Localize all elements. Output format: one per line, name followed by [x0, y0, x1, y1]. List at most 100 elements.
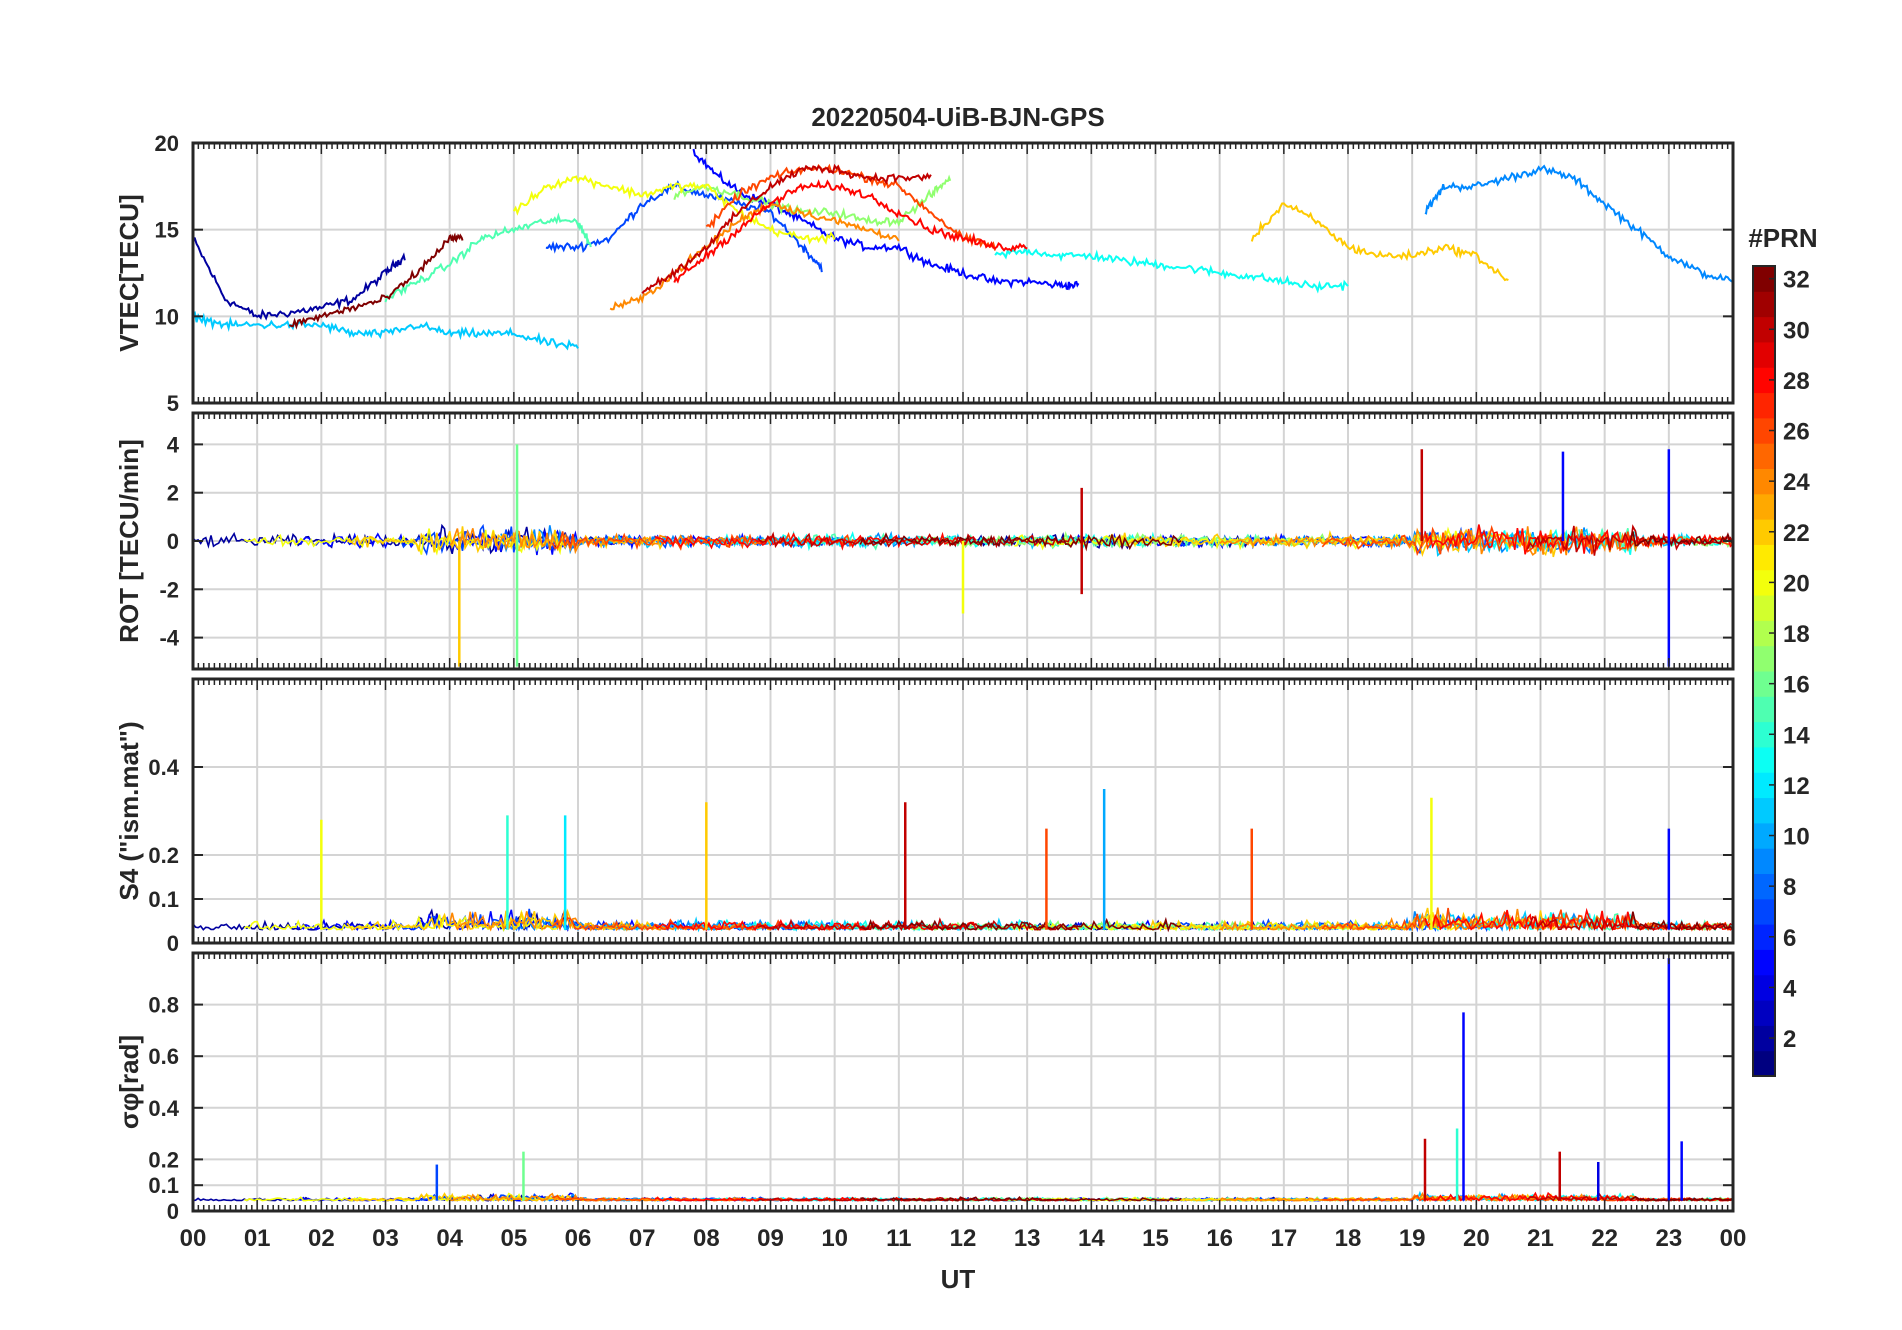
colorbar-segment [1753, 974, 1775, 1001]
vtec-line-prn-11 [193, 311, 579, 351]
xtick-label: 10 [821, 1225, 848, 1252]
colorbar-segment [1753, 772, 1775, 799]
vtec-line-prn-20 [512, 174, 836, 245]
rot-ytick-label: 2 [167, 481, 179, 506]
s4-minor-ticks [192, 679, 1734, 943]
xtick-label: 13 [1014, 1225, 1041, 1252]
rot-series [193, 444, 1733, 667]
xtick-label: 15 [1142, 1225, 1169, 1252]
colorbar-segment [1753, 1000, 1775, 1026]
s4-series [193, 789, 1733, 933]
colorbar-tick-label: 22 [1783, 520, 1810, 547]
s4-ytick-label: 0 [167, 931, 179, 956]
xtick-label: 03 [372, 1225, 399, 1252]
xtick-label: 08 [693, 1225, 720, 1252]
s4-ytick-label: 0.1 [148, 887, 179, 912]
vtec-ytick-label: 10 [155, 304, 179, 329]
colorbar-tick-label: 24 [1783, 469, 1810, 496]
sigma-ytick-label: 0.1 [148, 1173, 179, 1198]
colorbar-segment [1753, 569, 1775, 596]
s4-ytick-label: 0.4 [148, 755, 179, 780]
colorbar-segment [1753, 519, 1775, 545]
x-axis-label: UT [941, 1264, 976, 1294]
colorbar-tick-label: 10 [1783, 824, 1810, 851]
colorbar-segment [1753, 544, 1775, 571]
rot-line-prn-26 [551, 531, 874, 551]
vtec-line-prn-15 [384, 212, 592, 303]
xtick-label: 17 [1270, 1225, 1297, 1252]
rot-ytick-label: 0 [167, 529, 179, 554]
colorbar-segment [1753, 696, 1775, 723]
colorbar-segment [1753, 493, 1775, 520]
sigma-phi-panel: 00.10.2 0.4 0.6 0.8σφ[rad] [114, 951, 1735, 1224]
s4-ylabel: S4 ("ism.mat") [114, 721, 144, 900]
colorbar-segment [1753, 873, 1775, 900]
colorbar-segment [1753, 417, 1775, 444]
colorbar-segment [1753, 266, 1775, 292]
vtec-line-prn-2 [193, 237, 406, 321]
s4-line-prn-32 [1629, 911, 1733, 931]
colorbar-segment [1753, 468, 1775, 495]
xtick-label: 16 [1206, 1225, 1233, 1252]
rot-line-prn-22 [1116, 528, 1567, 558]
xtick-label: 11 [886, 1225, 911, 1252]
colorbar-segment [1753, 924, 1775, 950]
colorbar-tick-label: 4 [1783, 975, 1797, 1002]
xtick-label: 14 [1078, 1225, 1105, 1252]
xtick-label: 12 [950, 1225, 977, 1252]
vtec-line-prn-5 [692, 148, 1080, 291]
colorbar-segment [1753, 1050, 1775, 1077]
s4-line-prn-30 [1527, 914, 1733, 932]
xtick-label: 20 [1463, 1225, 1490, 1252]
xtick-label: 06 [565, 1225, 592, 1252]
rot-line-prn-30 [757, 531, 1080, 549]
colorbar-segment [1753, 949, 1775, 976]
colorbar-segment [1753, 898, 1775, 925]
vtec-grid [193, 143, 1733, 403]
vtec-ytick-label: 5 [167, 391, 179, 416]
xtick-label: 02 [308, 1225, 335, 1252]
colorbar-segment [1753, 746, 1775, 773]
vtec-line-prn-22 [1250, 202, 1509, 282]
xtick-label: 19 [1399, 1225, 1426, 1252]
vtec-line-prn-26 [705, 163, 997, 251]
xtick-label: 04 [436, 1225, 463, 1252]
vtec-line-prn-13 [994, 245, 1349, 294]
colorbar-segment [1753, 316, 1775, 343]
s4-line-prn-32 [860, 916, 1182, 933]
s4-grid [193, 679, 1733, 943]
xtick-label: 01 [244, 1225, 271, 1252]
rot-minor-ticks [192, 413, 1734, 669]
rot-ytick-label: -2 [159, 577, 179, 602]
colorbar-tick-label: 6 [1783, 925, 1796, 952]
colorbar-segment [1753, 645, 1775, 672]
colorbar-tick-label: 28 [1783, 368, 1810, 395]
rot-ytick-label: -4 [159, 626, 179, 651]
sigma-ytick-label: 0.8 [148, 993, 179, 1018]
vtec-line-prn-32 [288, 232, 464, 330]
vtec-series [193, 148, 1733, 351]
sigma-grid [193, 953, 1733, 1211]
xtick-label: 05 [500, 1225, 527, 1252]
rot-line-prn-24 [449, 528, 772, 555]
vtec-line-prn-9 [1424, 164, 1733, 284]
colorbar-segment [1753, 1025, 1775, 1052]
chart-title: 20220504-UiB-BJN-GPS [811, 102, 1104, 132]
colorbar-segment [1753, 367, 1775, 394]
sigma-line-prn-32 [860, 1196, 1182, 1202]
rot-line-prn-26 [1321, 524, 1733, 556]
sigma-ytick-label: 0.6 [148, 1044, 179, 1069]
colorbar-segment [1753, 620, 1775, 647]
xtick-label: 00 [180, 1225, 207, 1252]
colorbar-segment [1753, 443, 1775, 469]
colorbar-tick-label: 2 [1783, 1026, 1796, 1053]
sigma-ytick-label: 0 [167, 1199, 179, 1224]
xtick-label: 09 [757, 1225, 784, 1252]
colorbar-segment [1753, 721, 1775, 748]
xtick-label: 22 [1591, 1225, 1618, 1252]
rot-line-prn-20 [243, 528, 564, 556]
vtec-ytick-label: 20 [155, 131, 179, 156]
x-axis: 00 01 02 03 04 05 06 07 08 09 10 11 12 13 14 15 16 17 18 19… [180, 1225, 1747, 1252]
